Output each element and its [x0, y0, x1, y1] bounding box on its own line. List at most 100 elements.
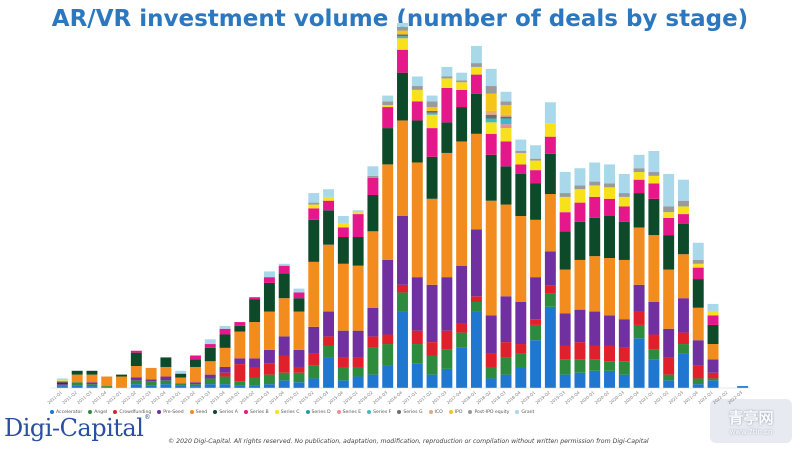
bar-segment-series-b	[234, 322, 246, 326]
bar-segment-accelerator	[204, 384, 216, 388]
bar-segment-accelerator	[382, 365, 394, 388]
bar-segment-pre-seed	[293, 349, 305, 367]
bar-segment-accelerator	[574, 372, 586, 388]
legend-swatch	[515, 410, 520, 414]
bar-segment-pre-seed	[441, 277, 453, 331]
bar-segment-series-a	[515, 173, 527, 216]
bar-segment-crowdfunding	[456, 323, 468, 333]
bar-segment-seed	[456, 141, 468, 266]
bar-segment-crowdfunding	[574, 342, 586, 360]
x-tick-label: 2020-Q3	[608, 390, 625, 405]
legend-label: Series D	[311, 409, 331, 415]
bar-segment-crowdfunding	[249, 367, 261, 378]
bar-segment-seed	[308, 261, 320, 327]
bar-segment-series-c	[56, 380, 68, 382]
bar-segment-post-ipo-equity	[589, 181, 601, 186]
bar-segment-series-b	[426, 128, 438, 157]
legend-item: Crowdfunding	[113, 410, 151, 415]
bar-segment-angel	[544, 293, 556, 307]
bar-segment-accelerator	[485, 378, 497, 388]
bar-segment-grant	[323, 189, 335, 197]
bar-segment-pre-seed	[204, 374, 216, 379]
bar-segment-pre-seed	[234, 358, 246, 365]
bar-segment-angel	[323, 345, 335, 358]
bar-segment-pre-seed	[515, 302, 527, 345]
bar-segment-seed	[574, 259, 586, 310]
bar-segment-seed	[604, 258, 615, 316]
legend-label: Series F	[373, 409, 392, 415]
bar-segment-accelerator	[589, 370, 601, 388]
bar-segment-accelerator	[56, 386, 68, 388]
bar-segment-seed	[470, 133, 482, 230]
bar-segment-accelerator	[367, 374, 379, 388]
bar-segment-series-b	[470, 74, 482, 94]
x-tick-label: 2016-Q4	[387, 390, 404, 405]
bar-segment-series-b	[500, 141, 512, 167]
bar-segment-series-c	[500, 128, 512, 142]
bar-segment-angel	[648, 349, 660, 360]
bar-segment-angel	[426, 355, 438, 375]
bar-segment-accelerator	[337, 380, 349, 388]
bar-segment-series-b	[544, 136, 556, 154]
legend-item: Accelerator	[50, 410, 82, 415]
legend-label: Series A	[219, 409, 238, 415]
bar-segment-angel	[707, 378, 719, 381]
legend-item: Series G	[397, 410, 423, 415]
bar-segment-pre-seed	[411, 277, 423, 331]
bar-segment-angel	[574, 359, 586, 373]
x-tick-label: 2013-Q4	[209, 390, 226, 405]
bar-segment-accelerator	[278, 380, 290, 388]
bar-segment-accelerator	[737, 386, 749, 388]
bar-segment-seed	[530, 219, 542, 278]
x-tick-label: 2011-Q1	[46, 390, 63, 405]
bar-segment-pre-seed	[692, 340, 704, 366]
bar-segment-angel	[234, 381, 246, 386]
bar-segment-grant	[663, 173, 675, 207]
bar-segment-series-a	[648, 198, 660, 236]
x-tick-label: 2011-Q3	[76, 390, 93, 405]
bar-segment-accelerator	[544, 306, 556, 388]
bar-segment-angel	[278, 372, 290, 381]
bar-segment-series-a	[116, 374, 128, 377]
bar-segment-series-a	[411, 120, 423, 163]
legend-swatch	[50, 410, 54, 414]
stacked-bar-chart: 2011-Q12011-Q22011-Q32011-Q42012-Q12012-…	[46, 22, 750, 405]
bar-segment-series-b	[293, 292, 305, 299]
bar-segment-series-b	[337, 227, 349, 238]
bar-segment-angel	[367, 347, 379, 375]
bar-segment-angel	[515, 353, 527, 367]
bar-segment-series-a	[323, 210, 335, 245]
bar-segment-accelerator	[293, 382, 305, 388]
legend-label: Pre-Seed	[163, 409, 184, 415]
x-tick-label: 2014-Q3	[253, 390, 270, 405]
bar-segment-series-b	[441, 87, 453, 123]
legend-item: Angel	[88, 410, 107, 415]
bar-segment-pre-seed	[456, 265, 468, 324]
bar-segment-angel	[382, 344, 394, 366]
bar-segment-series-f	[500, 118, 512, 125]
bar-segment-post-ipo-equity	[633, 168, 645, 173]
bar-segment-crowdfunding	[293, 366, 305, 373]
x-tick-label: 2015-Q3	[313, 390, 330, 405]
bar-segment-angel	[308, 365, 320, 379]
bar-segment-series-a	[367, 194, 379, 232]
bar-segment-series-b	[382, 107, 394, 129]
x-tick-label: 2017-Q3	[431, 390, 448, 405]
bar-segment-series-a	[293, 298, 305, 312]
bar-segment-series-b	[559, 212, 571, 232]
bar-segment-series-c	[633, 172, 645, 180]
bar-segment-grant	[677, 179, 689, 201]
bar-segment-series-b	[263, 277, 275, 283]
x-tick-label: 2019-Q3	[549, 390, 566, 405]
bar-segment-pre-seed	[485, 315, 497, 354]
bar-segment-grant	[648, 151, 660, 173]
bar-segment-series-a	[692, 279, 704, 308]
bar-segment-seed	[323, 244, 335, 312]
bar-segment-pre-seed	[86, 382, 98, 385]
bar-segment-series-c	[352, 212, 364, 215]
bar-segment-accelerator	[426, 374, 438, 388]
legend-label: Crowdfunding	[119, 409, 152, 415]
bar-segment-accelerator	[160, 384, 172, 388]
bar-segment-series-a	[589, 217, 601, 257]
bar-segment-crowdfunding	[559, 345, 571, 360]
